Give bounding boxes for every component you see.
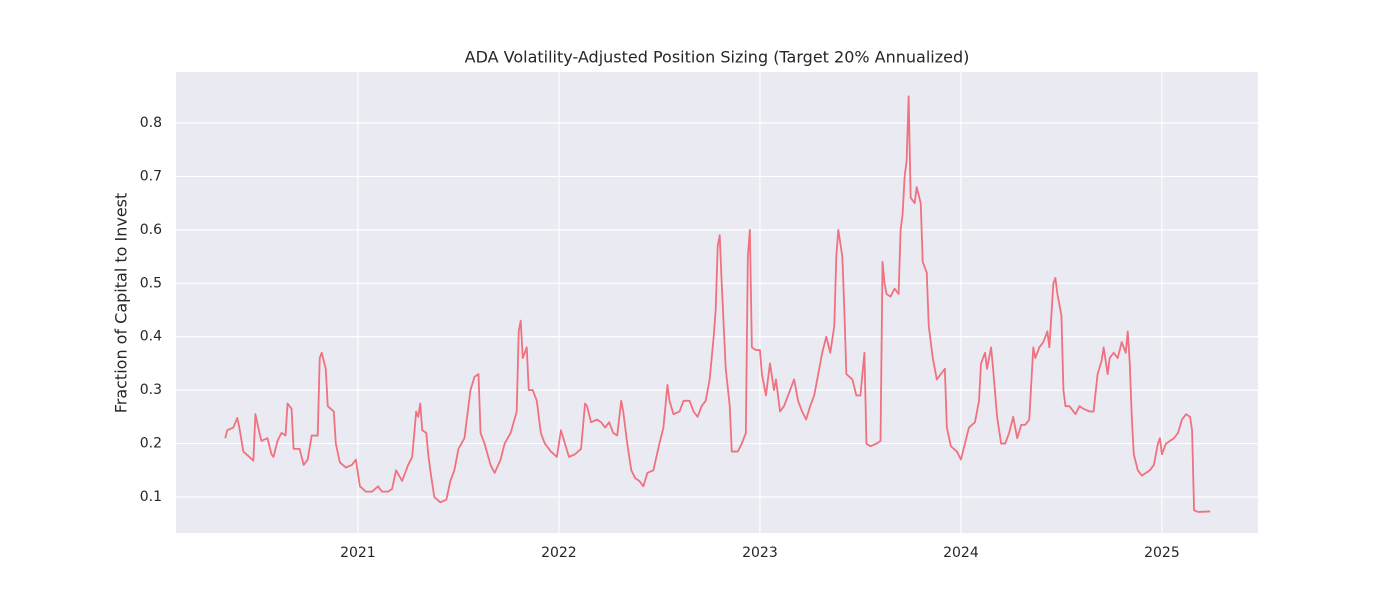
x-tick-label: 2024 [943, 545, 979, 561]
x-tick-label: 2021 [340, 545, 376, 561]
y-tick-label: 0.3 [140, 382, 162, 398]
x-tick-label: 2022 [541, 545, 577, 561]
y-tick-label: 0.5 [140, 275, 162, 291]
y-tick-label: 0.1 [140, 489, 162, 505]
y-tick-label: 0.7 [140, 168, 162, 184]
data-line [224, 95, 1211, 513]
y-axis-label: Fraction of Capital to Invest [112, 193, 131, 414]
y-tick-label: 0.6 [140, 222, 162, 238]
x-tick-label: 2025 [1144, 545, 1180, 561]
x-tick-label: 2023 [742, 545, 778, 561]
y-tick-label: 0.2 [140, 436, 162, 452]
chart-title: ADA Volatility-Adjusted Position Sizing … [465, 48, 970, 67]
plot-area [176, 72, 1258, 533]
y-tick-label: 0.8 [140, 115, 162, 131]
y-tick-label: 0.4 [140, 329, 162, 345]
